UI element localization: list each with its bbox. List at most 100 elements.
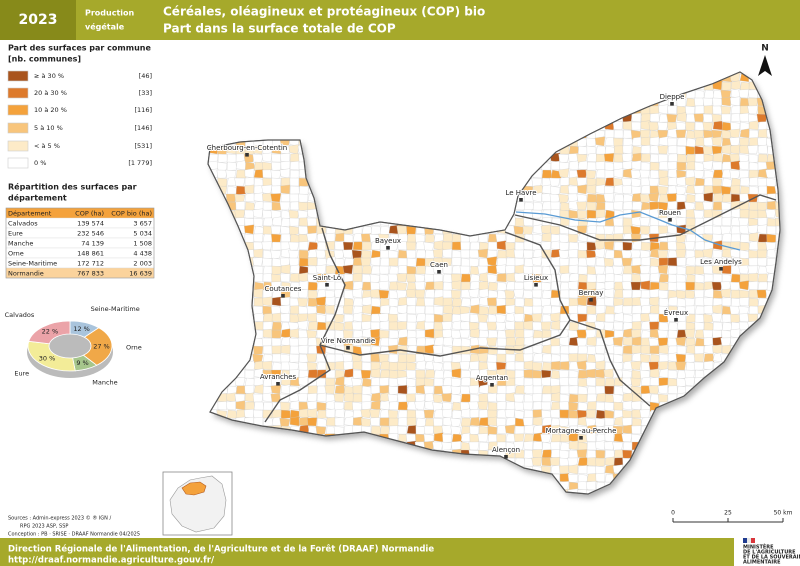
- commune: [343, 416, 355, 427]
- commune: [514, 425, 525, 435]
- table-header-bg: [6, 208, 154, 218]
- city-marker: [437, 270, 441, 274]
- commune: [694, 321, 705, 332]
- commune: [226, 400, 237, 411]
- commune: [415, 305, 426, 315]
- commune: [541, 184, 552, 195]
- commune: [721, 81, 732, 91]
- commune: [559, 385, 570, 395]
- city-label: Bernay: [579, 289, 604, 297]
- commune: [739, 233, 751, 243]
- commune: [685, 353, 696, 363]
- commune: [604, 313, 615, 323]
- commune: [226, 153, 237, 163]
- commune: [486, 273, 498, 284]
- commune: [685, 305, 696, 315]
- commune: [676, 112, 687, 123]
- commune: [289, 273, 300, 283]
- footer-url[interactable]: http://draaf.normandie.agriculture.gouv.…: [8, 556, 215, 566]
- commune: [262, 360, 273, 371]
- commune: [694, 273, 705, 284]
- commune: [730, 208, 742, 219]
- commune: [765, 209, 777, 219]
- legend-label: < à 5 %: [34, 142, 60, 150]
- commune: [586, 441, 597, 451]
- commune: [550, 456, 561, 467]
- commune: [649, 272, 660, 283]
- commune: [298, 408, 309, 419]
- commune: [612, 336, 624, 347]
- commune: [613, 401, 624, 411]
- commune: [298, 353, 309, 363]
- commune: [388, 377, 399, 387]
- commune: [595, 305, 606, 315]
- commune: [703, 297, 714, 307]
- legend-label: ≥ à 30 %: [34, 72, 64, 80]
- commune: [505, 265, 516, 275]
- commune: [324, 384, 336, 395]
- commune: [262, 296, 273, 307]
- commune: [640, 280, 651, 291]
- commune: [469, 433, 480, 444]
- commune: [280, 153, 291, 163]
- commune: [352, 265, 363, 275]
- commune: [685, 153, 697, 163]
- commune: [298, 225, 309, 235]
- commune: [244, 193, 256, 203]
- table-cell: 767 833: [77, 270, 104, 278]
- commune: [730, 289, 741, 299]
- commune: [585, 169, 597, 180]
- commune: [657, 264, 669, 275]
- commune: [396, 281, 408, 292]
- commune: [424, 273, 435, 283]
- commune: [415, 417, 427, 427]
- commune: [540, 433, 552, 444]
- legend-count: [531]: [135, 142, 152, 150]
- commune: [595, 297, 607, 307]
- commune: [388, 321, 399, 331]
- commune: [352, 288, 363, 299]
- commune: [387, 313, 399, 323]
- commune: [307, 256, 318, 267]
- commune: [621, 280, 633, 291]
- commune: [621, 257, 633, 267]
- commune: [459, 265, 471, 275]
- commune: [441, 441, 453, 452]
- commune: [666, 193, 678, 203]
- commune: [523, 449, 534, 459]
- commune: [694, 345, 705, 355]
- commune: [271, 161, 282, 171]
- city-label: Caen: [430, 261, 448, 269]
- commune: [325, 265, 336, 275]
- commune: [658, 289, 669, 299]
- commune: [370, 297, 381, 308]
- commune: [613, 201, 624, 211]
- commune: [603, 321, 615, 331]
- commune: [568, 233, 579, 243]
- commune: [595, 360, 606, 371]
- commune: [235, 400, 246, 411]
- commune: [586, 201, 597, 211]
- commune: [333, 393, 345, 403]
- commune: [478, 409, 489, 419]
- commune: [451, 368, 462, 379]
- commune: [622, 345, 633, 355]
- commune: [352, 312, 363, 323]
- commune: [657, 337, 669, 347]
- commune: [244, 408, 255, 419]
- commune: [523, 369, 534, 379]
- commune: [504, 225, 516, 235]
- commune: [432, 248, 444, 259]
- commune: [622, 360, 634, 371]
- commune: [559, 449, 570, 460]
- commune: [586, 305, 597, 315]
- commune: [604, 129, 615, 139]
- city-label: Coutances: [265, 285, 302, 293]
- commune: [513, 288, 525, 299]
- commune: [433, 281, 444, 291]
- commune: [604, 169, 615, 179]
- commune: [694, 313, 705, 324]
- commune: [702, 113, 714, 123]
- commune: [496, 393, 507, 403]
- table-cell: 74 139: [81, 240, 104, 248]
